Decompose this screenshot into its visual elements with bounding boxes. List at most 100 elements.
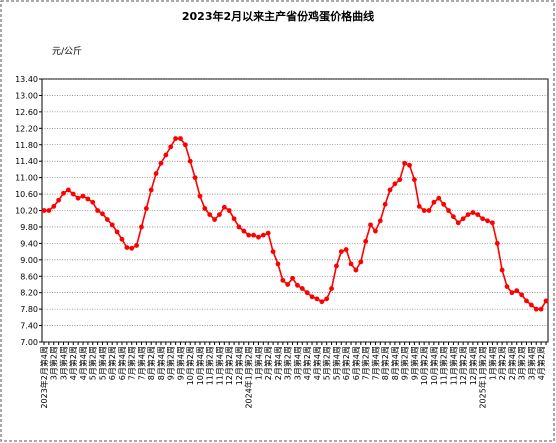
data-point (197, 193, 203, 199)
x-tick-label: 7月第4周 (136, 346, 146, 380)
data-point (163, 152, 169, 158)
data-point (304, 290, 310, 296)
data-point (397, 177, 403, 183)
data-point (46, 208, 52, 213)
x-tick-label: 3月第2周 (49, 346, 59, 380)
data-point (41, 208, 47, 213)
x-tick-label: 3月第2周 (283, 346, 293, 380)
x-tick-label: 8月第2周 (380, 346, 390, 380)
data-point (489, 220, 495, 226)
data-point (402, 160, 408, 166)
x-tick-label: 12月第4周 (234, 346, 244, 385)
y-tick-label: 9.40 (20, 239, 38, 248)
data-point (124, 245, 130, 250)
x-tick-label: 5月第4周 (331, 346, 341, 380)
x-tick-label: 6月第2周 (341, 346, 351, 380)
x-tick-label: 12月第2周 (224, 346, 234, 385)
data-point (392, 181, 398, 187)
data-point (153, 171, 159, 176)
data-point (504, 284, 510, 289)
x-tick-label: 10月第4周 (429, 346, 439, 385)
data-point (358, 259, 364, 265)
data-point (65, 187, 71, 193)
data-point (275, 261, 281, 267)
data-point (485, 218, 490, 224)
data-point (260, 232, 266, 238)
x-tick-label: 7月第2周 (361, 346, 371, 380)
data-point (338, 249, 344, 254)
x-tick-label: 2025年1月第2周 (478, 346, 488, 409)
data-point (192, 175, 198, 181)
x-tick-label: 7月第2周 (127, 346, 137, 380)
data-point (148, 187, 154, 193)
data-point (114, 229, 120, 235)
data-point (95, 208, 101, 213)
data-point (226, 208, 232, 213)
x-tick-label: 4月第2周 (302, 346, 312, 380)
data-point (387, 187, 393, 193)
data-point (412, 177, 417, 183)
x-tick-label: 9月第2周 (400, 346, 410, 380)
data-point (75, 195, 81, 201)
data-point (538, 306, 544, 312)
x-tick-label: 4月第2周 (68, 346, 78, 380)
data-point (100, 211, 105, 217)
data-point (343, 247, 349, 252)
data-point (90, 199, 96, 205)
y-tick-label: 11.00 (15, 174, 38, 183)
data-point (416, 203, 422, 209)
y-tick-label: 9.80 (20, 223, 38, 232)
data-point (353, 267, 359, 273)
x-tick-label: 10月第2周 (185, 346, 195, 385)
x-tick-label: 2月第4周 (273, 346, 283, 380)
data-point (533, 306, 539, 312)
data-point (207, 212, 213, 218)
x-tick-label: 4月第4周 (78, 346, 88, 380)
y-tick-label: 8.60 (20, 272, 38, 281)
data-point (256, 234, 261, 240)
data-point (109, 222, 115, 228)
data-point (509, 290, 515, 296)
x-tick-label: 3月第4周 (526, 346, 536, 380)
x-tick-label: 9月第4周 (175, 346, 185, 380)
data-point (85, 196, 91, 202)
x-tick-label: 9月第4周 (409, 346, 419, 380)
x-tick-label: 2月第4周 (507, 346, 517, 380)
data-point (494, 240, 500, 246)
data-point (241, 228, 247, 234)
y-tick-label: 11.40 (15, 157, 38, 166)
data-point (178, 136, 183, 141)
data-point (519, 292, 525, 298)
data-point (407, 162, 412, 168)
y-tick-label: 7.80 (20, 305, 38, 314)
data-point (329, 286, 334, 291)
data-point (104, 217, 110, 222)
data-point (382, 201, 388, 207)
data-point (441, 201, 447, 207)
data-point (134, 243, 140, 248)
data-point (446, 208, 451, 213)
data-point (212, 217, 217, 222)
x-tick-label: 4月第4周 (312, 346, 322, 380)
data-point (436, 195, 442, 201)
data-point (168, 144, 174, 150)
x-tick-label: 6月第2周 (107, 346, 117, 380)
x-tick-label: 8月第2周 (146, 346, 156, 380)
x-tick-label: 10月第4周 (195, 346, 205, 385)
y-tick-label: 11.80 (15, 141, 38, 150)
data-point (285, 282, 291, 287)
data-point (363, 238, 369, 244)
y-tick-label: 9.00 (20, 256, 38, 265)
data-point (236, 224, 242, 230)
y-tick-label: 8.20 (20, 289, 38, 298)
x-tick-label: 5月第2周 (88, 346, 98, 380)
y-tick-label: 10.20 (15, 207, 38, 216)
y-tick-label: 12.60 (15, 108, 38, 117)
x-tick-label: 2023年2月第4周 (39, 346, 49, 409)
data-point (139, 224, 144, 230)
data-point (324, 296, 330, 302)
y-tick-label: 13.00 (15, 91, 38, 100)
data-point (377, 218, 383, 224)
y-tick-label: 10.60 (15, 190, 38, 199)
data-point (368, 222, 373, 228)
